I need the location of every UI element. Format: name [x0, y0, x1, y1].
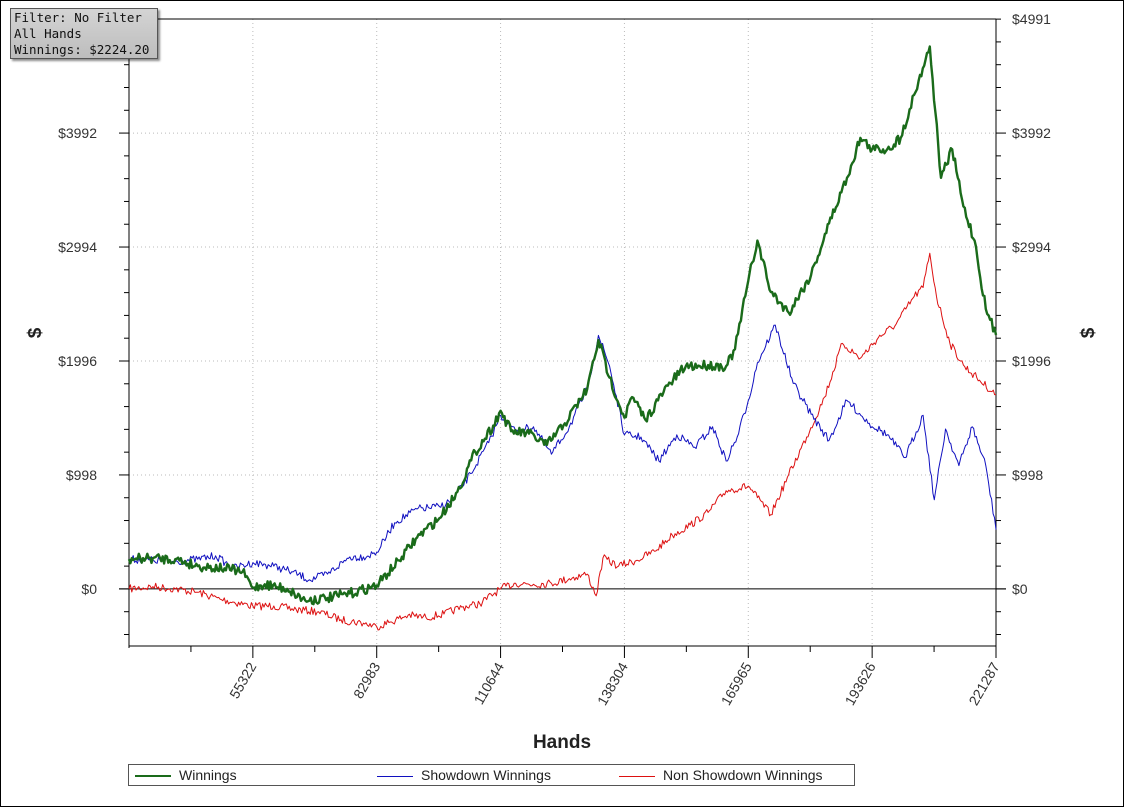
legend-swatch-showdown	[377, 775, 413, 777]
grid	[129, 18, 996, 646]
y-tick-label-left: $3992	[58, 125, 97, 141]
x-tick-label: 193626	[842, 659, 879, 708]
hands-label: All Hands	[14, 26, 82, 41]
y-tick-label-left: $2994	[58, 239, 97, 255]
legend: Winnings Showdown Winnings Non Showdown …	[128, 764, 855, 786]
x-tick-label: 165965	[718, 659, 755, 708]
y-tick-label-left: $998	[66, 467, 97, 483]
x-axis-title: Hands	[533, 732, 591, 753]
y-tick-label-right: $1996	[1012, 353, 1051, 369]
legend-label-showdown: Showdown Winnings	[421, 767, 551, 783]
series-group	[127, 45, 998, 631]
y-tick-label-left: $0	[81, 581, 97, 597]
winnings-label: Winnings: $2224.20	[14, 42, 150, 57]
y-tick-label-right: $3992	[1012, 125, 1051, 141]
legend-item-nonshowdown: Non Showdown Winnings	[619, 767, 823, 783]
y-tick-label-right: $998	[1012, 467, 1043, 483]
legend-label-nonshowdown: Non Showdown Winnings	[663, 767, 823, 783]
y-axis-title-left: $	[25, 327, 46, 338]
legend-swatch-winnings	[135, 775, 171, 778]
legend-swatch-nonshowdown	[619, 775, 655, 777]
y-tick-label-right: $0	[1012, 581, 1028, 597]
y-tick-label-right: $2994	[1012, 239, 1051, 255]
info-box: Filter: No Filter All Hands Winnings: $2…	[10, 8, 158, 59]
y-axis-title-right: $	[1078, 327, 1099, 338]
x-tick-label: 138304	[594, 659, 631, 708]
series-line-winnings	[127, 45, 998, 606]
series-line-non-showdown-winnings	[128, 252, 997, 631]
legend-item-showdown: Showdown Winnings	[377, 767, 551, 783]
x-tick-label: 82983	[350, 659, 383, 701]
y-tick-label-right: $4991	[1012, 11, 1051, 27]
y-tick-label-left: $1996	[58, 353, 97, 369]
axes: $0 $0 $998 $998 $1996 $1996 $2994 $2994 $3992 $39…	[58, 11, 1051, 708]
x-tick-label: 55322	[226, 659, 259, 701]
filter-label: Filter: No Filter	[14, 10, 142, 25]
x-tick-label: 110644	[470, 659, 507, 707]
x-tick-label: 221287	[965, 659, 1002, 708]
legend-label-winnings: Winnings	[179, 767, 237, 783]
series-line-showdown-winnings	[128, 324, 997, 583]
legend-item-winnings: Winnings	[135, 767, 237, 783]
